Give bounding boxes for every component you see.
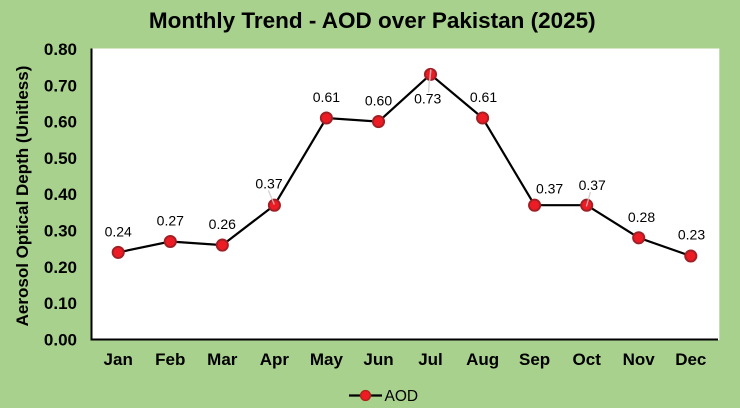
- svg-text:0.73: 0.73: [414, 90, 441, 106]
- svg-text:May: May: [310, 350, 344, 369]
- svg-text:0.28: 0.28: [628, 209, 655, 225]
- svg-text:Sep: Sep: [519, 350, 550, 369]
- svg-text:AOD: AOD: [385, 388, 419, 405]
- svg-text:0.24: 0.24: [105, 223, 132, 239]
- svg-text:0.61: 0.61: [313, 89, 340, 105]
- svg-text:Jan: Jan: [104, 350, 133, 369]
- svg-text:Oct: Oct: [573, 350, 602, 369]
- svg-text:0.23: 0.23: [678, 227, 705, 243]
- svg-text:0.40: 0.40: [44, 185, 77, 204]
- svg-text:0.60: 0.60: [365, 93, 392, 109]
- svg-text:0.37: 0.37: [536, 181, 563, 197]
- svg-text:0.60: 0.60: [44, 113, 77, 132]
- svg-text:0.20: 0.20: [44, 258, 77, 277]
- svg-text:0.10: 0.10: [44, 294, 77, 313]
- svg-text:Jul: Jul: [418, 350, 443, 369]
- svg-text:Feb: Feb: [155, 350, 185, 369]
- svg-text:0.26: 0.26: [209, 216, 236, 232]
- svg-text:Apr: Apr: [260, 350, 290, 369]
- svg-text:0.37: 0.37: [255, 176, 282, 192]
- svg-text:0.37: 0.37: [579, 177, 606, 193]
- svg-text:0.50: 0.50: [44, 149, 77, 168]
- svg-text:0.30: 0.30: [44, 222, 77, 241]
- svg-text:Mar: Mar: [207, 350, 238, 369]
- svg-text:0.80: 0.80: [44, 40, 77, 59]
- svg-text:Aug: Aug: [466, 350, 499, 369]
- svg-text:Aerosol Optical Depth (Unitles: Aerosol Optical Depth (Unitless): [13, 66, 32, 327]
- svg-text:Monthly Trend - AOD over Pakis: Monthly Trend - AOD over Pakistan (2025): [149, 8, 596, 33]
- svg-text:Jun: Jun: [363, 350, 393, 369]
- svg-text:Dec: Dec: [675, 350, 706, 369]
- svg-text:0.70: 0.70: [44, 76, 77, 95]
- svg-text:0.00: 0.00: [44, 331, 77, 350]
- svg-text:Nov: Nov: [623, 350, 656, 369]
- svg-text:0.27: 0.27: [157, 213, 184, 229]
- svg-text:0.61: 0.61: [470, 89, 497, 105]
